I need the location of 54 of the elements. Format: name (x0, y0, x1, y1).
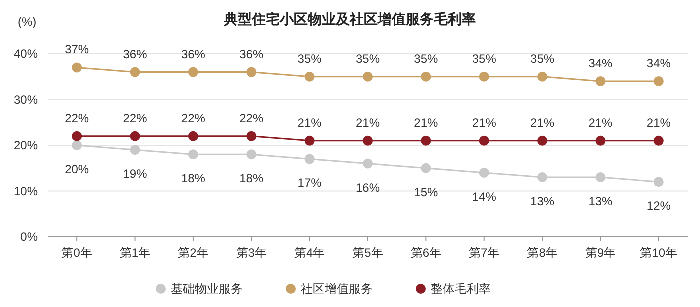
data-label: 34% (646, 56, 672, 70)
data-label: 15% (414, 185, 439, 200)
data-label: 34% (588, 56, 614, 70)
legend-label: 整体毛利率 (431, 282, 491, 296)
y-tick-label: 40% (14, 47, 38, 61)
y-tick-label: 30% (14, 92, 38, 107)
data-label: 18% (240, 172, 264, 186)
y-tick-label: 0% (20, 230, 38, 244)
data-label: 21% (414, 116, 439, 130)
data-label: 21% (646, 116, 672, 130)
data-label: 13% (530, 194, 555, 209)
x-tick-label: 第10年 (640, 246, 678, 260)
data-label: 13% (588, 194, 614, 209)
data-label: 21% (356, 116, 380, 130)
data-label: 17% (298, 176, 322, 190)
x-tick-label: 第8年 (527, 246, 558, 260)
y-tick-label: 10% (14, 184, 38, 198)
data-label: 19% (123, 167, 148, 182)
legend-label: 社区增值服务 (301, 282, 373, 296)
data-label: 35% (356, 52, 380, 66)
data-label: 16% (356, 180, 380, 195)
x-tick-label: 第1年 (120, 246, 151, 260)
data-label: 22% (123, 111, 148, 126)
legend-label: 基础物业服务 (171, 282, 243, 296)
data-label: 35% (298, 52, 322, 66)
data-label: 12% (646, 199, 672, 214)
data-label: 21% (588, 116, 614, 130)
data-label: 36% (240, 47, 264, 62)
x-tick-label: 第7年 (469, 246, 500, 260)
data-label: 37% (65, 42, 90, 57)
x-tick-label: 第6年 (410, 246, 442, 260)
data-label: 22% (65, 111, 90, 126)
data-label: 22% (181, 111, 206, 126)
data-label: 18% (181, 172, 206, 186)
data-label: 35% (414, 52, 439, 66)
data-label: 35% (472, 52, 497, 66)
data-label: 21% (472, 116, 497, 130)
data-label: 36% (181, 47, 206, 62)
chart-title: 典型住宅小区物业及社区增值服务毛利率 (223, 11, 476, 27)
y-axis-title: (%) (18, 15, 37, 29)
data-label: 36% (123, 47, 148, 62)
x-tick-label: 第3年 (236, 246, 267, 260)
x-tick-label: 第9年 (585, 246, 616, 260)
data-label: 14% (472, 190, 497, 204)
data-label: 20% (65, 162, 90, 176)
x-tick-label: 第0年 (62, 246, 92, 260)
x-tick-label: 第4年 (294, 246, 326, 260)
data-label: 21% (530, 116, 555, 130)
data-label: 35% (530, 52, 555, 66)
x-tick-label: 第5年 (352, 246, 384, 260)
data-label: 22% (240, 111, 264, 126)
x-tick-label: 第2年 (178, 246, 209, 260)
data-label: 21% (298, 116, 322, 130)
y-tick-label: 20% (14, 138, 38, 152)
